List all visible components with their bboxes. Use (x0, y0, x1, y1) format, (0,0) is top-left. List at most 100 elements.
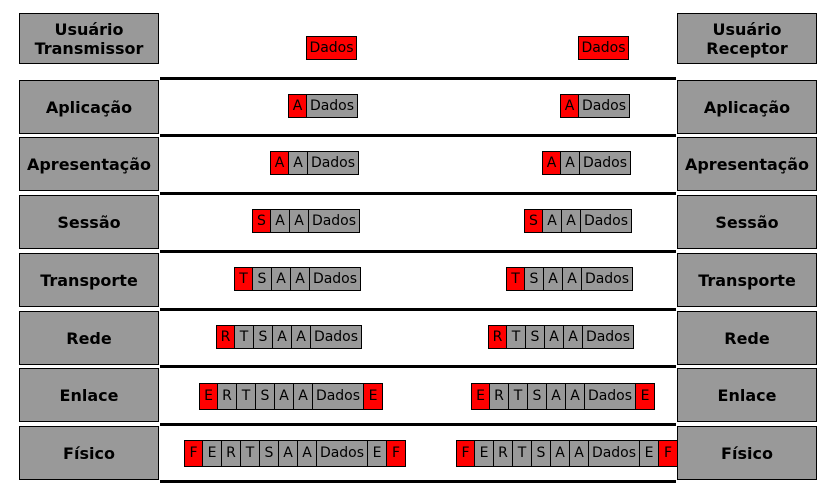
header-cell: A (272, 267, 291, 291)
header-cell: S (252, 209, 271, 233)
header-cell: A (561, 151, 580, 175)
data-cell: Dados (585, 383, 636, 410)
header-cell: S (260, 440, 279, 467)
header-cell: S (528, 383, 547, 410)
header-cell: S (524, 209, 543, 233)
header-cell: E (199, 383, 218, 410)
pdu-row-left: A Dados (288, 94, 358, 118)
header-cell: A (547, 383, 566, 410)
trailer-cell: F (659, 440, 678, 467)
layer-box-right: Transporte (677, 253, 817, 307)
header-cell: S (254, 325, 273, 349)
pdu-row-right: A Dados (560, 94, 630, 118)
layer-divider (160, 192, 676, 195)
pdu-row-left: T S A A Dados (234, 267, 361, 291)
header-cell: E (203, 440, 222, 467)
data-cell: Dados (309, 209, 360, 233)
pdu-row-left: Dados (306, 36, 357, 60)
data-cell: Dados (580, 151, 631, 175)
header-cell: A (279, 440, 298, 467)
header-cell: A (275, 383, 294, 410)
header-cell: R (222, 440, 241, 467)
header-cell: A (542, 151, 561, 175)
pdu-row-right: R T S A A Dados (488, 325, 634, 349)
header-cell: R (490, 383, 509, 410)
header-cell: A (273, 325, 292, 349)
header-cell: R (218, 383, 237, 410)
header-cell: A (294, 383, 313, 410)
pdu-row-left: E R T S A A Dados E (199, 383, 383, 410)
pdu-row-right: Dados (578, 36, 629, 60)
header-cell: S (253, 267, 272, 291)
header-cell: E (475, 440, 494, 467)
trailer-cell: E (368, 440, 387, 467)
layer-box-left: Rede (19, 311, 159, 365)
layer-box-left: Transporte (19, 253, 159, 307)
data-cell: Dados (578, 36, 629, 60)
header-cell: A (270, 151, 289, 175)
layer-box-right: Sessão (677, 195, 817, 249)
layer-divider (160, 308, 676, 311)
header-cell: A (290, 209, 309, 233)
header-cell: E (471, 383, 490, 410)
header-cell: A (570, 440, 589, 467)
layer-box-left: Enlace (19, 368, 159, 422)
pdu-row-right: A A Dados (542, 151, 631, 175)
header-cell: S (256, 383, 275, 410)
layer-box-left: Sessão (19, 195, 159, 249)
pdu-row-right: T S A A Dados (506, 267, 633, 291)
layer-box-left: Apresentação (19, 137, 159, 191)
header-cell: A (564, 325, 583, 349)
header-cell: S (532, 440, 551, 467)
layer-box-right: Apresentação (677, 137, 817, 191)
sender-box: Usuário Transmissor (19, 13, 159, 64)
header-cell: F (184, 440, 203, 467)
header-cell: T (507, 325, 526, 349)
layer-divider (160, 250, 676, 253)
layer-divider (160, 134, 676, 137)
header-cell: A (298, 440, 317, 467)
pdu-row-right: F E R T S A A Dados E F (456, 440, 678, 467)
header-cell: A (562, 209, 581, 233)
data-cell: Dados (308, 151, 359, 175)
header-cell: R (216, 325, 235, 349)
layer-box-left: Aplicação (19, 80, 159, 134)
data-cell: Dados (307, 94, 358, 118)
data-cell: Dados (310, 267, 361, 291)
data-cell: Dados (306, 36, 357, 60)
pdu-row-left: S A A Dados (252, 209, 360, 233)
header-cell: T (509, 383, 528, 410)
header-cell: T (241, 440, 260, 467)
pdu-row-left: R T S A A Dados (216, 325, 362, 349)
trailer-cell: E (636, 383, 655, 410)
header-cell: T (235, 325, 254, 349)
header-cell: A (292, 325, 311, 349)
receiver-box: Usuário Receptor (677, 13, 817, 64)
header-cell: A (291, 267, 310, 291)
data-cell: Dados (589, 440, 640, 467)
header-cell: A (560, 94, 579, 118)
layer-box-right: Físico (677, 426, 817, 480)
header-cell: A (545, 325, 564, 349)
data-cell: Dados (583, 325, 634, 349)
layer-divider (160, 77, 676, 80)
header-cell: S (525, 267, 544, 291)
header-cell: T (513, 440, 532, 467)
layer-box-right: Aplicação (677, 80, 817, 134)
header-cell: A (543, 209, 562, 233)
header-cell: A (566, 383, 585, 410)
header-cell: R (494, 440, 513, 467)
layer-box-right: Enlace (677, 368, 817, 422)
header-cell: R (488, 325, 507, 349)
data-cell: Dados (311, 325, 362, 349)
header-cell: A (271, 209, 290, 233)
header-cell: A (288, 94, 307, 118)
pdu-row-right: S A A Dados (524, 209, 632, 233)
header-cell: T (506, 267, 525, 291)
trailer-cell: F (387, 440, 406, 467)
layer-box-right: Rede (677, 311, 817, 365)
trailer-cell: E (640, 440, 659, 467)
layer-divider (160, 423, 676, 426)
layer-divider (160, 365, 676, 368)
layer-box-left: Físico (19, 426, 159, 480)
